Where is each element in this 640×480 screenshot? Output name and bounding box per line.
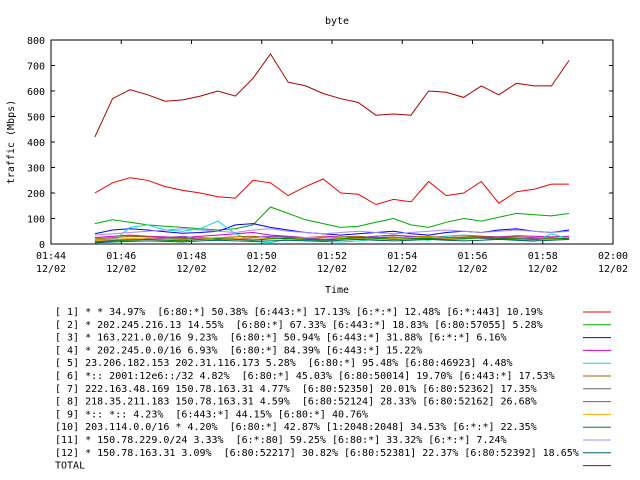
legend-entry-8: [ 8] 218.35.211.183 150.78.163.31 4.59% … bbox=[55, 397, 537, 408]
y-tick-label: 100 bbox=[27, 215, 45, 226]
legend-entry-12: [12] * 150.78.163.31 3.09% [6:80:52217] … bbox=[55, 448, 579, 459]
legend-entry-11: [11] * 150.78.229.0/24 3.33% [6:*:80] 59… bbox=[55, 435, 507, 446]
x-tick-date: 12/02 bbox=[387, 264, 417, 275]
series-line-13 bbox=[94, 53, 570, 138]
legend-entry-13: TOTAL bbox=[55, 461, 85, 472]
x-tick-time: 01:52 bbox=[317, 251, 347, 262]
legend-entry-7: [ 7] 222.163.48.169 150.78.163.31 4.77% … bbox=[55, 384, 537, 395]
legend-entry-1: [ 1] * * 34.97% [6:80:*] 50.38% [6:443:*… bbox=[55, 307, 543, 318]
y-tick-label: 400 bbox=[27, 138, 45, 149]
x-tick-date: 12/02 bbox=[247, 264, 277, 275]
legend-entry-10: [10] 203.114.0.0/16 * 4.20% [6:80:*] 42.… bbox=[55, 422, 537, 433]
y-tick-label: 600 bbox=[27, 87, 45, 98]
y-axis-ticks: 0 100 200 300 400 500 600 700 800 bbox=[27, 36, 613, 251]
series-lines bbox=[94, 53, 570, 244]
y-tick-label: 700 bbox=[27, 62, 45, 73]
legend-entry-2: [ 2] * 202.245.216.13 14.55% [6:80:*] 67… bbox=[55, 320, 543, 331]
series-line-11 bbox=[94, 228, 570, 236]
x-tick-date: 12/02 bbox=[176, 264, 206, 275]
y-tick-label: 500 bbox=[27, 113, 45, 124]
x-tick-time: 01:46 bbox=[106, 251, 136, 262]
x-tick-time: 01:54 bbox=[387, 251, 417, 262]
series-line-10 bbox=[94, 237, 570, 243]
x-tick-date: 12/02 bbox=[598, 264, 628, 275]
x-axis-ticks: 01:44 12/02 01:46 12/02 01:48 12/02 01:50 12/02… bbox=[36, 40, 628, 275]
legend-entry-5: [ 5] 23.206.182.153 202.31.116.173 5.28%… bbox=[55, 358, 513, 369]
x-tick-date: 12/02 bbox=[528, 264, 558, 275]
x-tick-time: 01:48 bbox=[176, 251, 206, 262]
legend-entry-9: [ 9] *:: *:: 4.23% [6:443:*] 44.15% [6:8… bbox=[55, 409, 368, 420]
series-line-2 bbox=[94, 206, 570, 231]
legend-entry-4: [ 4] * 202.245.0.0/16 6.93% [6:80:*] 84.… bbox=[55, 345, 422, 356]
y-tick-label: 0 bbox=[39, 240, 45, 251]
x-tick-date: 12/02 bbox=[36, 264, 66, 275]
legend-entry-6: [ 6] *:: 2001:12e6::/32 4.82% [6:80:*] 4… bbox=[55, 371, 555, 382]
x-tick-time: 01:58 bbox=[528, 251, 558, 262]
series-line-12 bbox=[94, 238, 570, 244]
legend-entry-3: [ 3] * 163.221.0.0/16 9.23% [6:80:*] 50.… bbox=[55, 333, 507, 344]
x-tick-date: 12/02 bbox=[106, 264, 136, 275]
series-line-1 bbox=[94, 177, 570, 206]
plot-frame bbox=[50, 39, 614, 245]
y-axis-label: traffic (Mbps) bbox=[6, 100, 17, 184]
x-tick-time: 01:56 bbox=[457, 251, 487, 262]
y-tick-label: 300 bbox=[27, 164, 45, 175]
series-line-3 bbox=[94, 223, 570, 236]
legend: [ 1] * * 34.97% [6:80:*] 50.38% [6:443:*… bbox=[55, 307, 611, 472]
x-tick-time: 01:50 bbox=[247, 251, 277, 262]
y-tick-label: 200 bbox=[27, 189, 45, 200]
chart-title: byte bbox=[325, 16, 349, 27]
x-tick-date: 12/02 bbox=[317, 264, 347, 275]
x-tick-time: 01:44 bbox=[36, 251, 66, 262]
x-tick-date: 12/02 bbox=[457, 264, 487, 275]
x-tick-time: 02:00 bbox=[598, 251, 628, 262]
x-axis-label: Time bbox=[325, 285, 349, 296]
y-tick-label: 800 bbox=[27, 36, 45, 47]
